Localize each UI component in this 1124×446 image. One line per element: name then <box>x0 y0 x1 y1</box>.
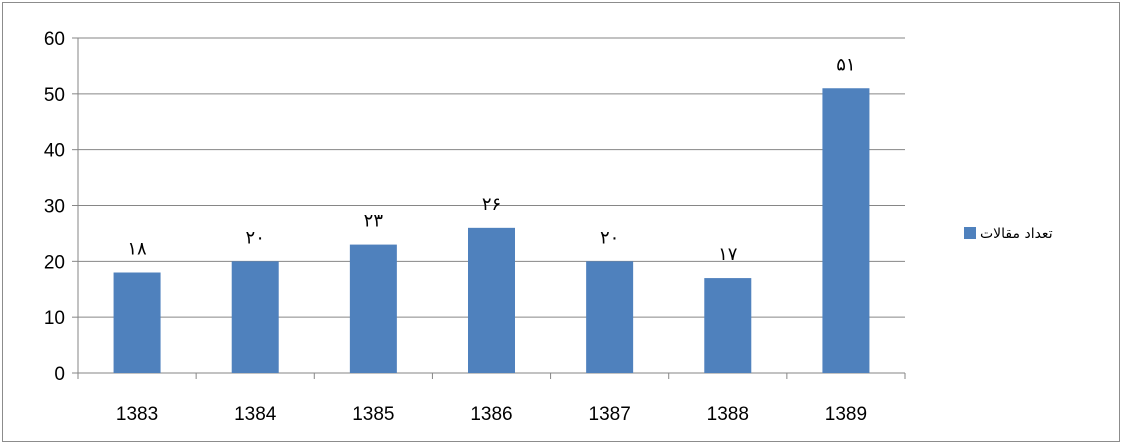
data-label: ۵۱ <box>836 54 855 75</box>
y-tick-label: 50 <box>44 85 65 106</box>
x-tick-label: 1383 <box>116 404 158 425</box>
bar <box>113 272 161 373</box>
legend: تعداد مقالات <box>964 226 1053 242</box>
data-label: ۲۰ <box>600 227 619 248</box>
bar <box>231 261 279 373</box>
x-tick-label: 1387 <box>589 404 631 425</box>
x-tick-label: 1388 <box>707 404 749 425</box>
bar <box>822 88 870 373</box>
y-tick-label: 40 <box>44 141 65 162</box>
x-tick-label: 1386 <box>470 404 512 425</box>
x-tick-label: 1389 <box>825 404 867 425</box>
x-tick-label: 1385 <box>352 404 394 425</box>
legend-label: تعداد مقالات <box>980 226 1053 242</box>
bar <box>704 278 752 373</box>
data-labels: ۱۸ ۲۰ ۲۳ ۲۶ ۲۰ ۱۷ ۵۱ <box>127 54 855 265</box>
y-tick-label: 20 <box>44 252 65 273</box>
y-tick-labels: 0 10 20 30 40 50 60 <box>44 29 65 385</box>
y-tick-label: 0 <box>54 364 65 385</box>
bars <box>113 88 870 373</box>
y-tick-label: 30 <box>44 197 65 218</box>
bar <box>349 244 397 373</box>
x-tick-labels: 1383 1384 1385 1386 1387 1388 1389 <box>116 404 867 425</box>
bar <box>468 227 515 373</box>
data-label: ۲۶ <box>482 194 501 215</box>
data-label: ۲۰ <box>246 227 265 248</box>
gridlines <box>78 37 905 318</box>
y-tick-label: 60 <box>44 29 65 50</box>
data-label: ۲۳ <box>364 211 384 232</box>
x-tick-label: 1384 <box>234 404 277 425</box>
y-tick-label: 10 <box>44 308 65 329</box>
data-label: ۱۸ <box>127 239 147 260</box>
data-label: ۱۷ <box>718 244 738 265</box>
legend-swatch <box>964 227 976 239</box>
bar <box>586 261 634 373</box>
